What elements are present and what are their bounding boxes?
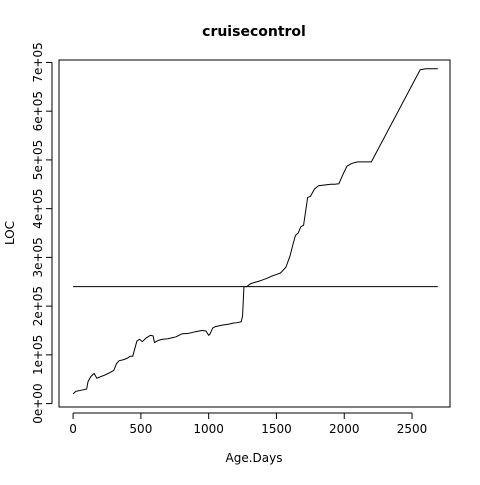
y-axis-label: LOC	[3, 221, 17, 245]
x-tick-label: 1000	[193, 422, 224, 436]
y-axis: 0e+00 1e+05 2e+05 3e+05 4e+05 5e+05 6e+05 7e+05	[31, 42, 53, 424]
chart-title: cruisecontrol	[202, 24, 306, 40]
series-layer	[72, 68, 438, 395]
y-tick-label: 1e+05	[31, 335, 45, 375]
y-tick-label: 6e+05	[31, 91, 45, 131]
x-axis: 0 500 1000 1500 2000 2500	[69, 412, 428, 436]
series-line-1	[72, 68, 438, 395]
x-tick-label: 2000	[329, 422, 360, 436]
y-tick-label: 3e+05	[31, 237, 45, 277]
x-tick-label: 0	[69, 422, 77, 436]
x-tick-label: 500	[129, 422, 152, 436]
plot-frame	[58, 59, 451, 408]
y-tick-label: 4e+05	[31, 188, 45, 228]
y-tick-label: 0e+00	[31, 383, 45, 423]
y-tick-label: 5e+05	[31, 140, 45, 180]
x-tick-label: 2500	[397, 422, 428, 436]
x-tick-label: 1500	[261, 422, 292, 436]
y-tick-label: 2e+05	[31, 286, 45, 326]
y-tick-label: 7e+05	[31, 42, 45, 82]
x-axis-label: Age.Days	[226, 451, 283, 465]
